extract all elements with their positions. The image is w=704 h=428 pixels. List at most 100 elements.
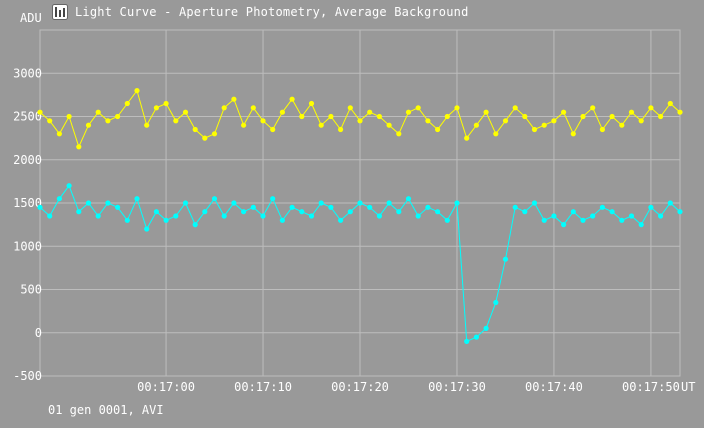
data-point: [85, 122, 92, 128]
data-point: [153, 105, 159, 111]
data-point: [512, 204, 518, 210]
data-point: [473, 122, 479, 128]
data-point: [66, 113, 72, 120]
data-point: [658, 113, 664, 120]
data-point: [444, 113, 450, 120]
data-point: [376, 113, 382, 120]
data-point: [105, 200, 111, 206]
data-point: [144, 122, 150, 128]
data-point: [211, 131, 218, 137]
data-point: [134, 88, 140, 94]
data-point: [667, 200, 673, 206]
data-point: [95, 109, 101, 115]
footer-status-label: 01 gen 0001, AVI: [48, 403, 164, 417]
data-point: [667, 100, 673, 107]
data-point: [473, 334, 479, 340]
data-point: [444, 217, 450, 223]
data-point: [628, 213, 635, 219]
data-point: [182, 109, 189, 115]
data-point: [202, 209, 208, 215]
data-point: [211, 196, 218, 202]
data-point: [153, 209, 159, 215]
x-axis-title: UT: [681, 380, 695, 394]
y-tick-label: -500: [13, 369, 42, 383]
data-point: [318, 200, 324, 206]
y-tick-label: 3000: [13, 66, 42, 80]
data-point: [338, 217, 344, 223]
data-point: [221, 213, 227, 219]
data-point: [347, 209, 353, 215]
data-point: [502, 118, 509, 124]
data-point: [173, 118, 179, 124]
data-point: [415, 105, 421, 111]
data-point: [522, 209, 528, 215]
data-point: [289, 204, 295, 210]
data-point: [66, 183, 72, 189]
data-point: [37, 109, 43, 115]
data-point: [435, 209, 441, 215]
grid-layer: [39, 29, 681, 377]
data-point: [405, 109, 412, 115]
data-point: [425, 204, 431, 210]
data-point: [638, 222, 644, 228]
data-point: [677, 109, 683, 115]
data-point: [638, 118, 644, 124]
data-point: [483, 109, 489, 115]
data-point: [250, 204, 256, 210]
data-point: [173, 213, 179, 219]
data-point: [425, 118, 431, 124]
data-point: [415, 213, 421, 219]
y-tick-label: 0: [35, 326, 42, 340]
light-curve-app-icon[interactable]: [52, 4, 68, 20]
data-point: [182, 200, 189, 206]
data-point: [541, 217, 547, 223]
data-point: [338, 126, 344, 133]
data-point: [47, 118, 53, 124]
x-tick-label: 00:17:50: [622, 380, 680, 394]
data-point: [124, 217, 130, 223]
data-point: [37, 204, 43, 210]
data-point: [599, 126, 606, 133]
data-point: [396, 131, 402, 137]
series-layer: [37, 88, 683, 344]
data-point: [619, 217, 625, 223]
data-point: [551, 213, 557, 219]
data-point: [599, 204, 606, 210]
data-point: [250, 105, 256, 111]
data-point: [367, 204, 373, 210]
y-axis-title: ADU: [20, 11, 42, 25]
data-point: [47, 213, 53, 219]
data-point: [289, 96, 295, 102]
title-bar: Light Curve - Aperture Photometry, Avera…: [0, 0, 704, 26]
data-point: [163, 100, 169, 107]
data-point: [464, 135, 470, 141]
x-tick-label: 00:17:00: [137, 380, 195, 394]
x-tick-label: 00:17:20: [331, 380, 389, 394]
data-point: [134, 196, 140, 202]
data-point: [619, 122, 625, 128]
data-point: [405, 196, 412, 202]
data-point: [308, 213, 315, 219]
y-tick-label: 1500: [13, 196, 42, 210]
axis-label-layer: ADU UT -500 0 500 1000 1500 2000 2500 3000 00:17…: [13, 11, 695, 394]
data-point: [386, 200, 392, 206]
data-point: [95, 213, 101, 219]
data-point: [551, 118, 557, 124]
data-point: [260, 118, 266, 124]
series-comparison-star: [37, 88, 683, 150]
data-point: [590, 213, 596, 219]
data-point: [590, 105, 596, 111]
data-point: [522, 113, 528, 120]
data-point: [502, 256, 509, 262]
data-point: [328, 204, 334, 210]
data-point: [648, 204, 654, 210]
data-point: [357, 118, 363, 124]
data-point: [202, 135, 208, 141]
data-point: [56, 131, 63, 137]
data-point: [56, 196, 63, 202]
data-point: [279, 217, 285, 223]
data-point: [279, 109, 285, 115]
data-point: [105, 118, 111, 124]
data-point: [376, 213, 382, 219]
